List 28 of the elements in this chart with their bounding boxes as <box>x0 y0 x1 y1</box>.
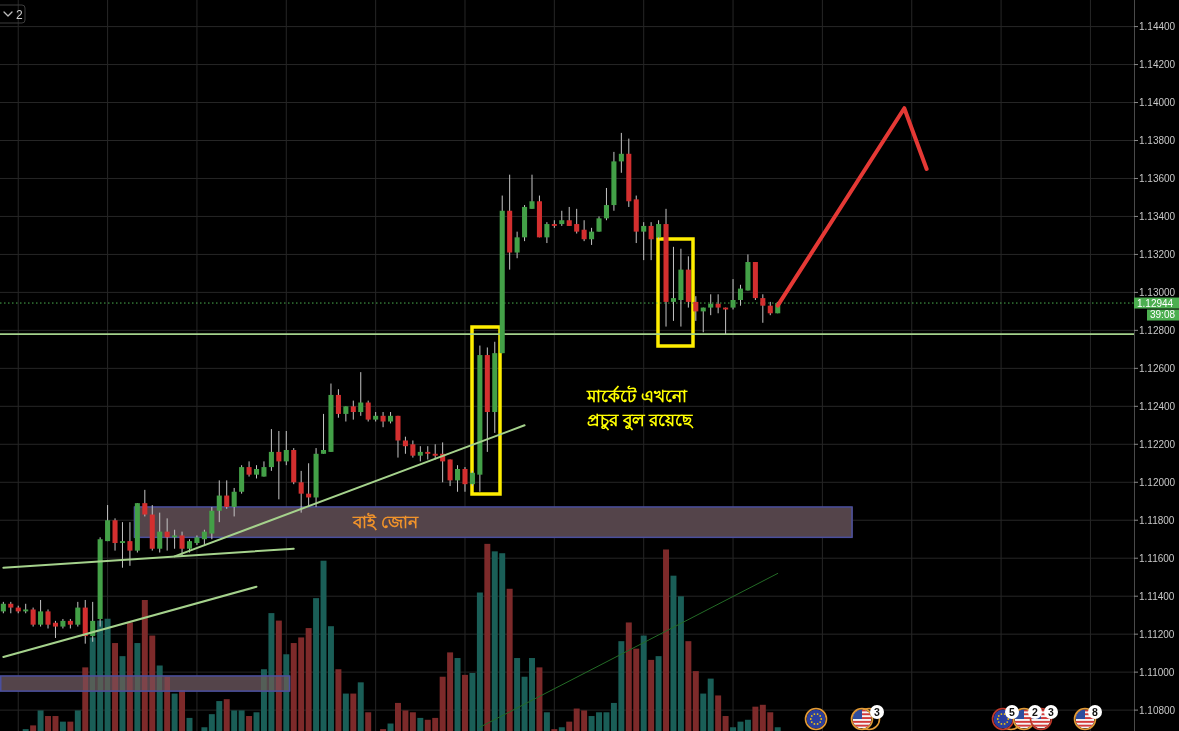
y-tick-label: 1.12400 <box>1139 400 1176 412</box>
y-tick-label: 1.11600 <box>1139 552 1175 564</box>
y-tick-label: 1.13400 <box>1139 211 1176 223</box>
y-tick-label: 1.11400 <box>1139 590 1175 602</box>
annotation: 3 <box>1048 705 1055 718</box>
y-tick-label: 1.12800 <box>1139 324 1176 336</box>
band-label: বাই জোন <box>352 512 419 533</box>
y-tick-label: 1.10800 <box>1139 704 1176 716</box>
annotation: 8 <box>1092 705 1099 718</box>
annotation: 5 <box>1009 705 1016 718</box>
y-tick-label: 1.12000 <box>1139 476 1176 488</box>
y-tick-label: 1.13200 <box>1139 249 1176 261</box>
y-tick-label: 1.13800 <box>1139 135 1176 147</box>
annotation: 2 <box>16 7 23 22</box>
y-tick-label: 1.13600 <box>1139 173 1176 185</box>
y-tick-label: 1.14000 <box>1139 97 1176 109</box>
annotation: 2 <box>1032 705 1039 718</box>
y-tick-label: 1.11800 <box>1139 514 1175 526</box>
annotation: মার্কেটে এখনো প্রচুর বুল রয়েছে <box>586 385 695 431</box>
y-tick-label: 1.12600 <box>1139 362 1176 374</box>
y-tick-label: 1.13000 <box>1139 287 1176 298</box>
y-tick-label: 1.11000 <box>1139 666 1175 678</box>
y-tick-label: 1.12200 <box>1139 438 1176 450</box>
y-tick-label: 1.11200 <box>1139 628 1175 640</box>
y-tick-label: 1.14200 <box>1139 59 1176 71</box>
ref-line-label: 1.12944 <box>1137 297 1174 309</box>
annotation: 3 <box>874 705 881 718</box>
y-tick-label: 1.14400 <box>1139 21 1176 33</box>
